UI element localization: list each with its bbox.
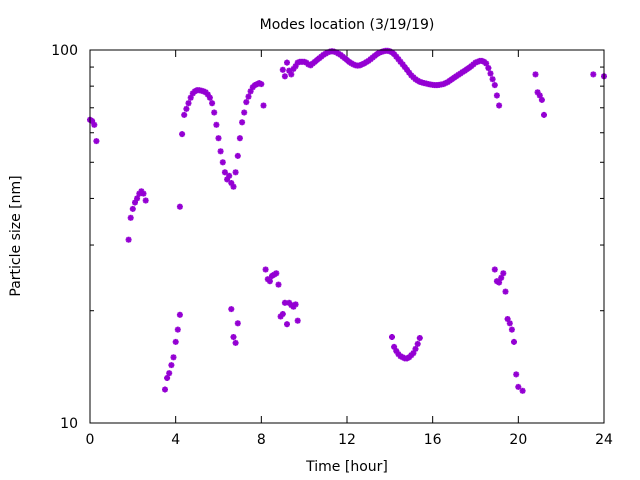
data-point [293, 316, 302, 325]
data-point [537, 95, 546, 104]
data-point [216, 147, 225, 156]
data-point [490, 265, 499, 274]
data-point [492, 91, 501, 100]
x-axis-label: Time [hour] [305, 459, 388, 475]
data-point [490, 81, 499, 90]
data-point [531, 70, 540, 79]
data-point [287, 70, 296, 79]
x-tick-label: 12 [338, 432, 356, 448]
data-point [240, 108, 249, 117]
data-point [495, 101, 504, 110]
data-point [235, 134, 244, 143]
data-point [261, 265, 270, 274]
data-point [510, 337, 518, 346]
plot-frame [89, 49, 605, 424]
data-point [178, 130, 187, 139]
data-point [242, 98, 251, 107]
data-point [141, 196, 150, 205]
data-point [169, 353, 178, 362]
data-point [265, 277, 274, 286]
data-point [92, 137, 101, 146]
data-point [278, 65, 287, 74]
data-point [257, 80, 266, 89]
data-point [272, 269, 281, 278]
data-point [233, 151, 242, 160]
data-point [291, 300, 300, 309]
data-point [231, 168, 240, 177]
data-point [488, 75, 497, 84]
data-point [210, 108, 219, 117]
data-point [505, 319, 514, 328]
data-point [507, 325, 516, 334]
data-point [283, 320, 291, 329]
data-points [86, 46, 608, 395]
data-point [90, 120, 99, 129]
data-point [182, 104, 191, 113]
data-point [283, 58, 291, 67]
y-tick-label: 10 [60, 416, 78, 432]
data-point [518, 386, 527, 395]
data-point [180, 110, 189, 119]
data-point [484, 64, 493, 72]
data-point [212, 120, 221, 129]
data-point [227, 305, 236, 314]
data-point [218, 158, 227, 167]
data-point [589, 70, 598, 79]
data-point [415, 334, 424, 342]
data-point [499, 269, 508, 278]
data-point [413, 339, 422, 348]
data-point [244, 92, 253, 101]
x-tick-label: 4 [171, 432, 180, 448]
data-point [278, 310, 287, 318]
data-point [225, 171, 234, 180]
data-point [124, 235, 133, 244]
data-point [540, 110, 548, 119]
data-point [238, 118, 247, 127]
data-point [229, 333, 238, 341]
x-tick-label: 8 [257, 432, 266, 448]
data-point [274, 280, 283, 289]
data-point [280, 72, 289, 81]
y-axis-label: Particle size [nm] [8, 175, 24, 296]
x-tick-label: 20 [509, 432, 527, 448]
axis-ticks: 0 4 8 12 16 20 24 10 100 [51, 43, 613, 448]
data-point [214, 134, 223, 143]
data-point [126, 213, 135, 222]
data-point [208, 99, 217, 108]
data-point [161, 385, 169, 394]
data-point [175, 310, 184, 319]
chart-title: Modes location (3/19/19) [260, 17, 435, 33]
data-point [167, 361, 176, 370]
data-point [184, 99, 193, 108]
data-point [165, 369, 174, 378]
data-point [259, 101, 268, 110]
x-tick-label: 24 [595, 432, 613, 448]
x-tick-label: 0 [86, 432, 95, 448]
data-point [486, 69, 495, 78]
data-point [205, 93, 214, 102]
data-point [139, 189, 148, 198]
data-point [388, 333, 396, 341]
y-tick-label: 100 [51, 43, 78, 59]
data-point [128, 204, 137, 213]
data-point [173, 325, 182, 334]
data-point [229, 182, 238, 191]
data-point [175, 202, 184, 211]
data-point [501, 287, 510, 296]
data-point [231, 338, 240, 347]
data-point [171, 337, 180, 346]
data-point [512, 370, 521, 379]
x-tick-label: 16 [424, 432, 442, 448]
data-point [233, 319, 242, 328]
